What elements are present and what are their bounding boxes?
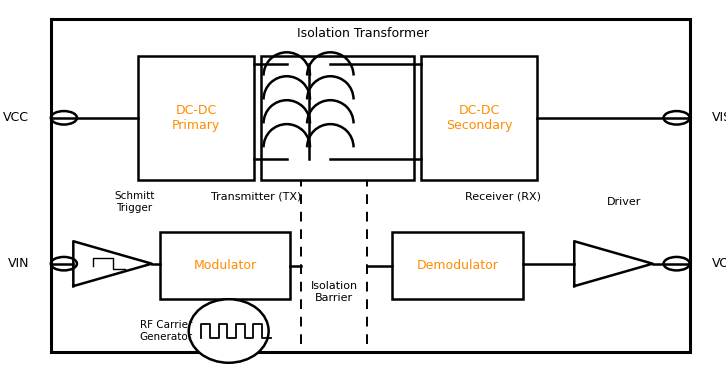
- Ellipse shape: [189, 299, 269, 363]
- Text: Demodulator: Demodulator: [417, 259, 498, 272]
- Text: Isolation
Barrier: Isolation Barrier: [311, 281, 357, 303]
- Text: Transmitter (TX): Transmitter (TX): [211, 191, 301, 201]
- Text: Isolation Transformer: Isolation Transformer: [297, 27, 429, 40]
- Text: DC-DC
Primary: DC-DC Primary: [172, 104, 220, 132]
- Bar: [392, 232, 523, 299]
- Text: Schmitt
Trigger: Schmitt Trigger: [114, 191, 155, 213]
- Text: DC-DC
Secondary: DC-DC Secondary: [446, 104, 513, 132]
- Bar: [421, 56, 537, 180]
- Bar: [51, 19, 690, 352]
- Text: Driver: Driver: [607, 197, 642, 207]
- Text: VISO: VISO: [711, 111, 726, 124]
- Text: Modulator: Modulator: [194, 259, 256, 272]
- Text: VIN: VIN: [7, 257, 29, 270]
- Text: VCC: VCC: [3, 111, 29, 124]
- Text: VOUT: VOUT: [711, 257, 726, 270]
- Text: RF Carrier
Generator: RF Carrier Generator: [139, 320, 192, 342]
- Bar: [160, 232, 290, 299]
- Text: Receiver (RX): Receiver (RX): [465, 191, 541, 201]
- Bar: [138, 56, 254, 180]
- Bar: [261, 56, 414, 180]
